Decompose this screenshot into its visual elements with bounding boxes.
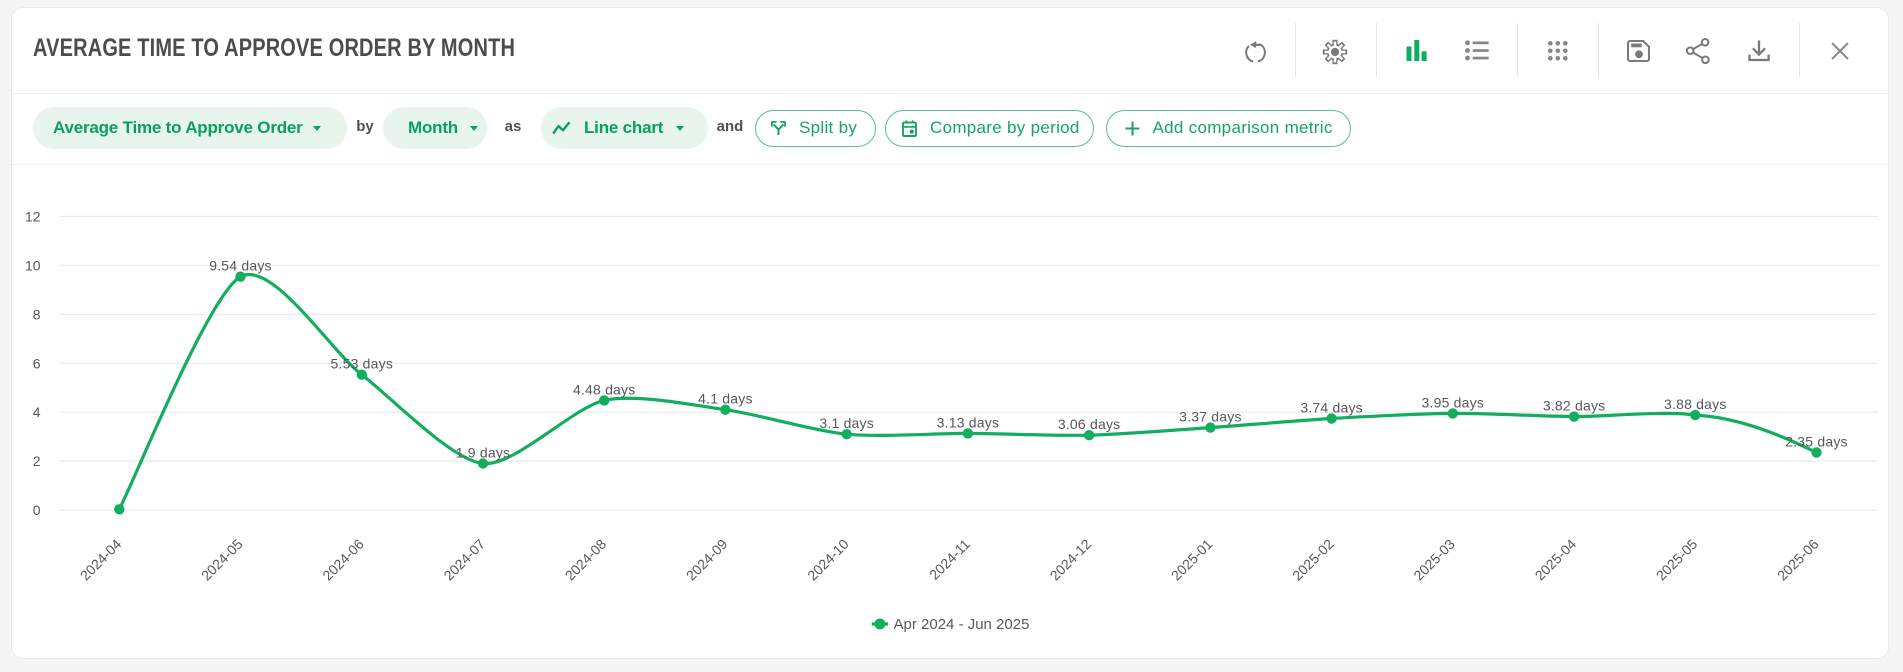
svg-text:3.1 days: 3.1 days (819, 415, 874, 431)
svg-text:2025-01: 2025-01 (1168, 536, 1216, 584)
svg-text:10: 10 (25, 257, 41, 273)
svg-text:3.95 days: 3.95 days (1422, 394, 1485, 410)
svg-text:2024-07: 2024-07 (440, 536, 488, 584)
svg-text:4.1 days: 4.1 days (698, 391, 753, 407)
svg-text:2024-06: 2024-06 (319, 536, 367, 584)
svg-text:2: 2 (33, 453, 41, 469)
svg-text:3.06 days: 3.06 days (1058, 416, 1121, 432)
svg-text:12: 12 (25, 209, 41, 225)
svg-text:3.88 days: 3.88 days (1664, 396, 1727, 412)
svg-text:Apr 2024 - Jun 2025: Apr 2024 - Jun 2025 (894, 616, 1030, 633)
svg-text:8: 8 (33, 306, 41, 322)
svg-text:2025-05: 2025-05 (1653, 536, 1701, 584)
svg-text:4: 4 (33, 404, 41, 420)
svg-text:2024-10: 2024-10 (804, 536, 852, 584)
svg-text:3.37 days: 3.37 days (1179, 409, 1242, 425)
svg-text:5.53 days: 5.53 days (331, 356, 394, 372)
svg-text:3.13 days: 3.13 days (937, 414, 1000, 430)
svg-text:2025-02: 2025-02 (1289, 536, 1337, 584)
svg-text:6: 6 (33, 355, 41, 371)
svg-text:2024-11: 2024-11 (926, 536, 973, 583)
svg-text:3.74 days: 3.74 days (1300, 400, 1363, 416)
svg-text:4.48 days: 4.48 days (573, 381, 636, 397)
svg-text:9.54 days: 9.54 days (209, 258, 272, 274)
svg-text:2025-04: 2025-04 (1532, 536, 1580, 584)
svg-text:3.82 days: 3.82 days (1543, 398, 1606, 414)
svg-text:2024-05: 2024-05 (198, 536, 246, 584)
svg-text:2025-06: 2025-06 (1774, 536, 1822, 584)
svg-text:2025-03: 2025-03 (1410, 536, 1458, 584)
svg-text:2024-04: 2024-04 (77, 536, 125, 584)
svg-text:1.9 days: 1.9 days (456, 445, 511, 461)
svg-text:2.35 days: 2.35 days (1785, 434, 1848, 450)
svg-text:2024-12: 2024-12 (1047, 536, 1095, 584)
svg-text:2024-09: 2024-09 (683, 536, 731, 584)
svg-text:2024-08: 2024-08 (562, 536, 610, 584)
svg-text:0: 0 (33, 502, 41, 518)
